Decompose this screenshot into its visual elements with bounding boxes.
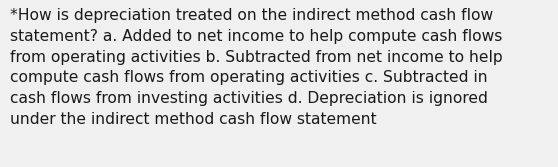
Text: *How is depreciation treated on the indirect method cash flow
statement? a. Adde: *How is depreciation treated on the indi… xyxy=(10,8,503,127)
